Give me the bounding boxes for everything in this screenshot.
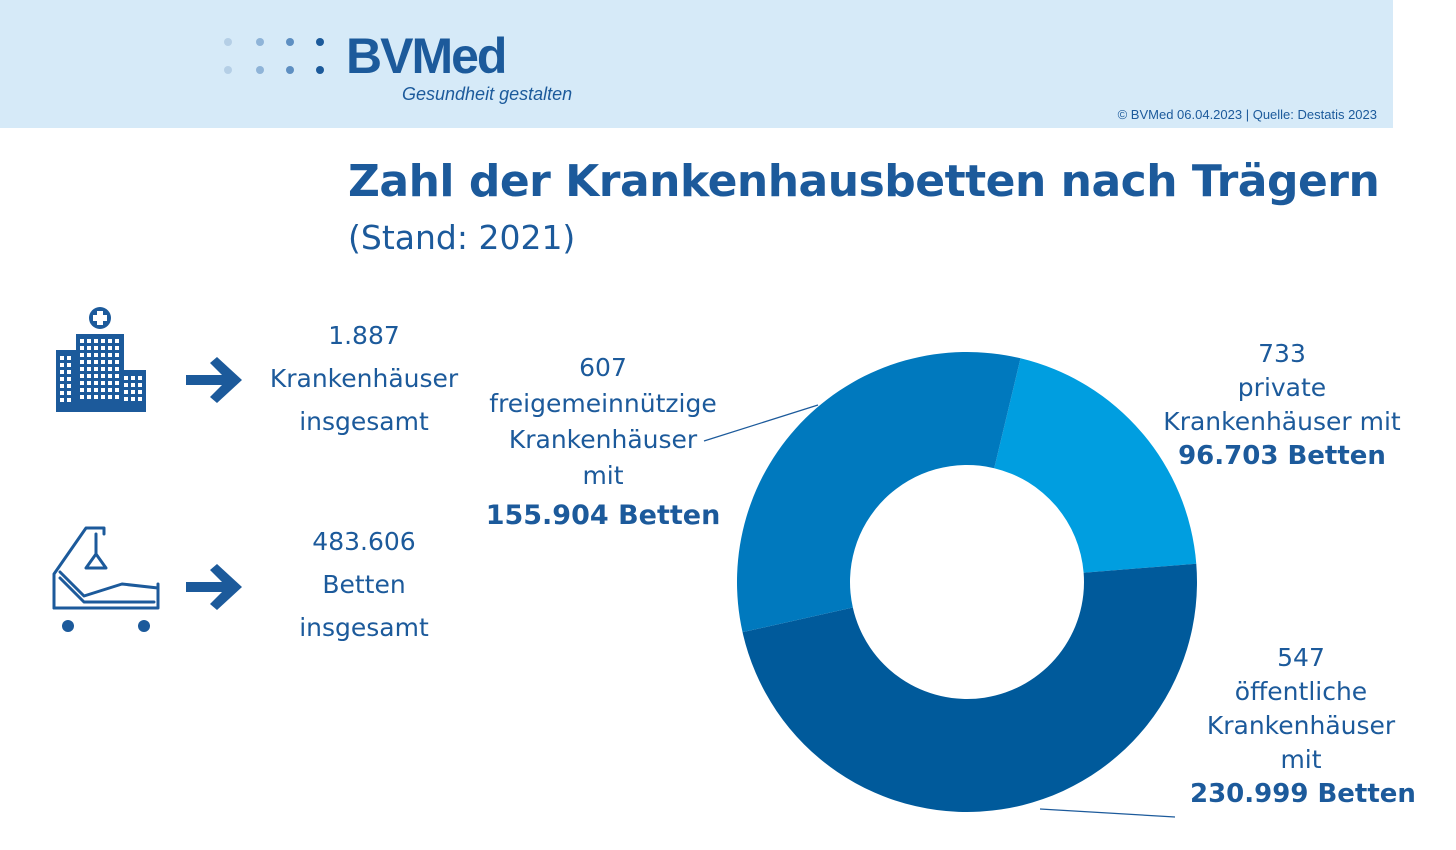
total-beds-sublabel: insgesamt [299,613,429,642]
donut-slice-public [742,563,1197,812]
hospital-building-icon [56,307,146,412]
slice-label-public: 547 öffentliche Krankenhäuser mit 230.99… [1190,641,1416,811]
logo-tagline: Gesundheit gestalten [402,84,573,104]
donut-slice-private [994,358,1197,573]
total-hospitals-value: 1.887 [328,321,400,350]
header-banner: BVMed Gesundheit gestalten © BVMed 06.04… [0,0,1393,128]
private-descriptor: Krankenhäuser mit [1163,407,1401,436]
free-mit: mit [582,461,624,490]
arrow-right-icon [186,357,242,403]
chart-title: Zahl der Krankenhausbetten nach Trägern [348,156,1380,207]
public-type: öffentliche [1234,677,1368,706]
public-descriptor: Krankenhäuser [1206,711,1396,740]
total-beds-value: 483.606 [312,527,416,556]
donut-slice-freigemeinnuetzig [737,351,1021,633]
free-beds: 155.904 Betten [485,500,721,531]
slice-label-freigemeinnuetzig: 607 freigemeinnützige Krankenhäuser mit … [470,350,736,534]
private-beds: 96.703 Betten [1178,441,1386,471]
source-credit: © BVMed 06.04.2023 | Quelle: Destatis 20… [1117,107,1377,122]
total-hospitals-sublabel: insgesamt [299,407,429,436]
total-beds-stat: 483.606 Betten insgesamt [254,520,474,649]
public-count: 547 [1277,643,1325,672]
hospital-bed-icon [52,526,160,632]
total-hospitals-label: Krankenhäuser [269,364,459,393]
public-mit: mit [1280,745,1322,774]
free-count: 607 [579,353,627,382]
public-beds: 230.999 Betten [1190,779,1416,809]
total-beds-label: Betten [322,570,406,599]
logo-dots-icon [224,38,324,74]
bvmed-logo: BVMed [346,28,507,84]
chart-subtitle: (Stand: 2021) [348,218,576,257]
arrow-right-icon [186,564,242,610]
free-descriptor: Krankenhäuser [508,425,698,454]
private-count: 733 [1258,339,1306,368]
total-hospitals-stat: 1.887 Krankenhäuser insgesamt [254,314,474,443]
free-type: freigemeinnützige [489,389,717,418]
private-type: private [1237,373,1327,402]
slice-label-private: 733 private Krankenhäuser mit 96.703 Bet… [1152,337,1412,473]
